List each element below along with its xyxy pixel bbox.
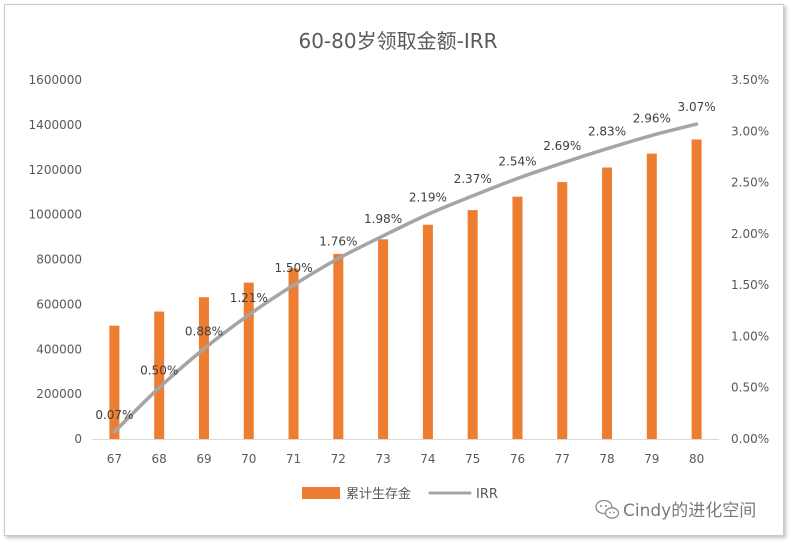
bar (378, 239, 389, 439)
bar (557, 182, 568, 439)
watermark: Cindy的进化空间 (595, 499, 756, 521)
left-tick-label: 400000 (36, 342, 82, 356)
irr-data-label: 1.50% (274, 261, 312, 275)
bar (602, 167, 613, 439)
legend-label-bar: 累计生存金 (346, 486, 411, 502)
bar (691, 139, 702, 439)
irr-data-label: 0.07% (95, 408, 133, 422)
irr-data-label: 2.83% (588, 125, 626, 139)
left-tick-label: 200000 (36, 387, 82, 401)
right-tick-label: 1.00% (731, 329, 769, 343)
x-tick-label: 73 (375, 452, 390, 466)
watermark-text: Cindy的进化空间 (623, 501, 756, 521)
x-tick-label: 69 (196, 452, 211, 466)
data-labels: 0.07% 0.50% 0.88% 1.21% 1.50% 1.76% 1.98% 2.19%… (95, 100, 715, 422)
irr-data-label: 1.98% (364, 212, 402, 226)
irr-data-label: 3.07% (678, 100, 716, 114)
right-tick-label: 2.00% (731, 227, 769, 241)
chart-title: 60-80岁领取金额-IRR (298, 29, 497, 53)
bar (467, 210, 478, 439)
irr-data-label: 2.96% (633, 111, 671, 125)
irr-data-label: 0.50% (140, 364, 178, 378)
x-tick-label: 79 (644, 452, 659, 466)
x-tick-label: 80 (689, 452, 704, 466)
x-axis: 67 68 69 70 71 72 73 74 75 76 77 78 79 80 (92, 439, 719, 466)
bar (422, 224, 433, 439)
bar (288, 268, 299, 439)
right-tick-label: 3.50% (731, 73, 769, 87)
irr-line (112, 122, 699, 434)
irr-data-label: 2.37% (454, 172, 492, 186)
irr-data-label: 1.76% (319, 234, 357, 248)
wechat-icon (595, 499, 620, 519)
irr-data-label: 2.69% (543, 139, 581, 153)
irr-data-label: 0.88% (185, 325, 223, 339)
bar (512, 196, 523, 439)
irr-data-label: 1.21% (230, 291, 268, 305)
x-tick-label: 67 (107, 452, 122, 466)
left-tick-label: 1200000 (29, 163, 82, 177)
bar (243, 282, 254, 439)
bar (333, 253, 344, 439)
irr-data-label: 2.19% (409, 190, 447, 204)
left-tick-label: 800000 (36, 253, 82, 267)
left-tick-label: 1000000 (29, 208, 82, 222)
legend: 累计生存金 IRR (302, 486, 498, 502)
right-tick-label: 3.00% (731, 124, 769, 138)
right-axis: 0.00% 0.50% 1.00% 1.50% 2.00% 2.50% 3.00% 3.50% (731, 73, 769, 446)
legend-label-line: IRR (476, 487, 498, 502)
right-tick-label: 2.50% (731, 176, 769, 190)
left-tick-label: 1400000 (29, 118, 82, 132)
x-tick-label: 72 (331, 452, 346, 466)
x-tick-label: 78 (599, 452, 614, 466)
left-tick-label: 0 (74, 432, 82, 446)
x-tick-label: 74 (420, 452, 435, 466)
right-tick-label: 0.50% (731, 381, 769, 395)
right-tick-label: 0.00% (731, 432, 769, 446)
x-tick-label: 70 (241, 452, 256, 466)
line-series (112, 122, 699, 434)
left-tick-label: 1600000 (29, 73, 82, 87)
x-tick-label: 71 (286, 452, 301, 466)
bar (646, 153, 657, 439)
irr-data-label: 2.54% (498, 154, 536, 168)
legend-swatch-bar (302, 487, 340, 499)
bar (109, 325, 120, 439)
left-tick-label: 600000 (36, 297, 82, 311)
bar-series (109, 139, 702, 439)
x-tick-label: 75 (465, 452, 480, 466)
bar (154, 311, 165, 439)
x-tick-label: 68 (152, 452, 167, 466)
x-tick-label: 77 (555, 452, 570, 466)
x-tick-label: 76 (510, 452, 525, 466)
right-tick-label: 1.50% (731, 278, 769, 292)
left-axis: 0 200000 400000 600000 800000 1000000 1200000 1… (29, 73, 82, 446)
bar (198, 297, 209, 439)
